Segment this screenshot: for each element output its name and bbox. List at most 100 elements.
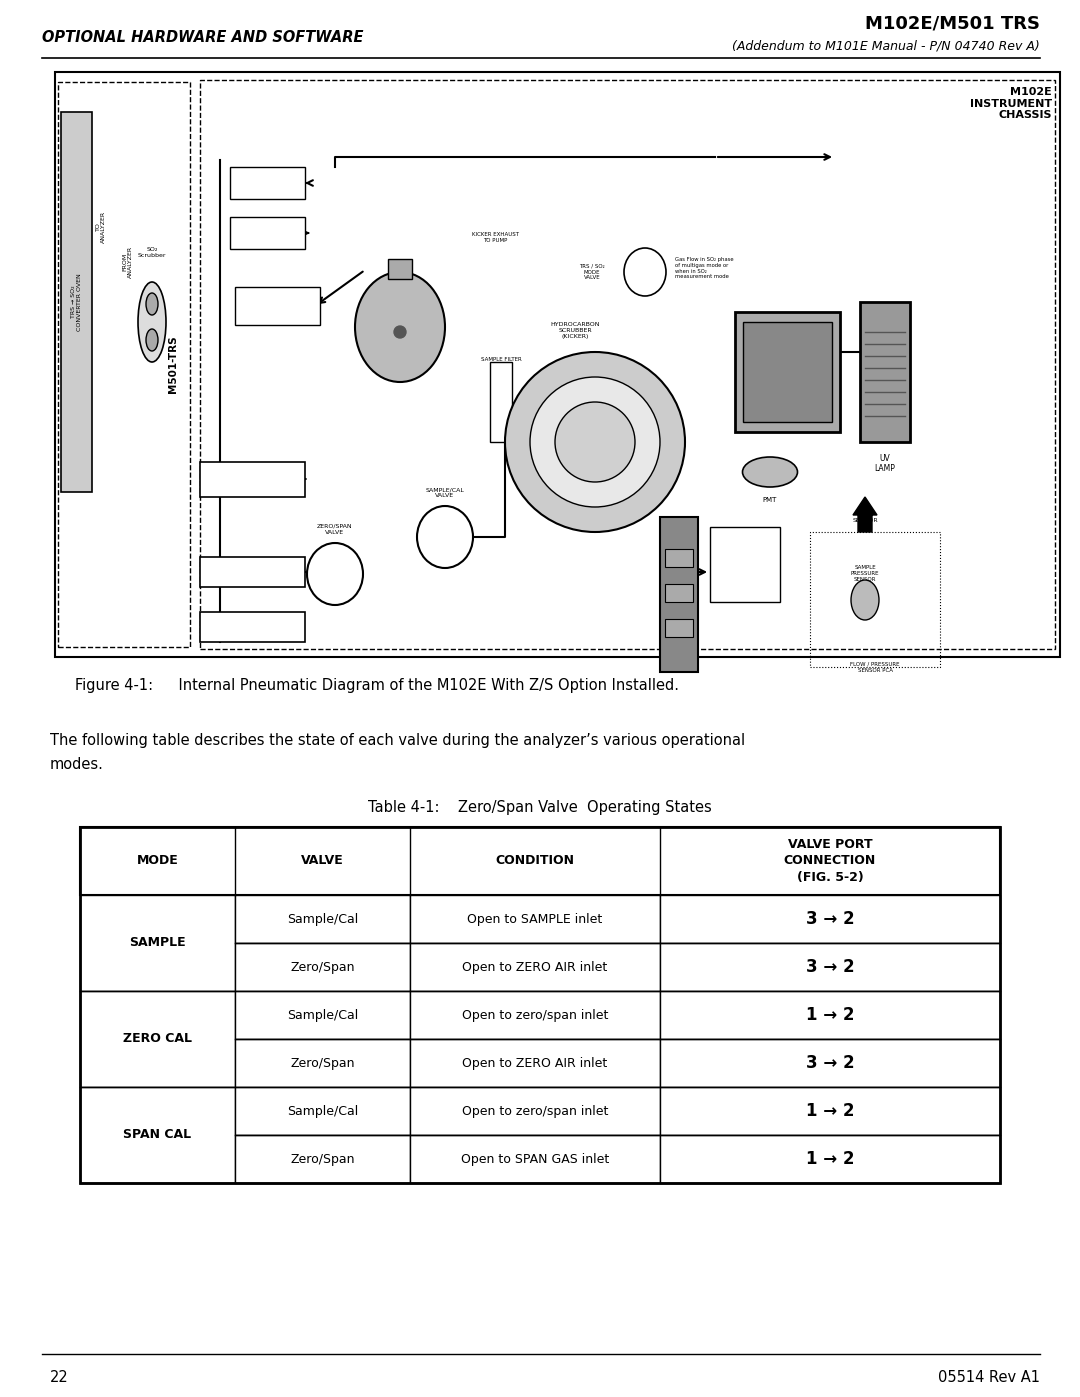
Text: modes.: modes. — [50, 757, 104, 773]
Bar — [660, 1134, 1000, 1183]
Bar — [235, 1134, 410, 1183]
Text: 05514 Rev A1: 05514 Rev A1 — [939, 1370, 1040, 1384]
Text: Open to SPAN GAS inlet: Open to SPAN GAS inlet — [461, 1153, 609, 1165]
Bar — [58, 82, 190, 647]
Text: Zero/Span: Zero/Span — [291, 961, 354, 974]
Text: ZERO/SPAN
VALVE: ZERO/SPAN VALVE — [318, 524, 353, 535]
Text: Zero/Span: Zero/Span — [291, 1153, 354, 1165]
Bar — [735, 312, 840, 432]
Bar — [230, 168, 305, 198]
Bar — [230, 217, 305, 249]
Bar — [60, 112, 92, 492]
Ellipse shape — [624, 249, 666, 296]
Bar — [235, 895, 410, 943]
Text: EXHAUST GAS
OUTLET: EXHAUST GAS OUTLET — [255, 300, 299, 312]
Text: M501-TRS: M501-TRS — [168, 335, 178, 394]
Bar — [490, 362, 512, 441]
Text: VACUUM MANIFOLD: VACUUM MANIFOLD — [676, 567, 681, 622]
Bar — [810, 532, 940, 666]
Text: FLOW
SENSOR: FLOW SENSOR — [852, 511, 878, 522]
Bar — [235, 1039, 410, 1087]
Text: TRS → SO₂
CONVERTER OVEN: TRS → SO₂ CONVERTER OVEN — [71, 274, 82, 331]
Text: OPTIONAL HARDWARE AND SOFTWARE: OPTIONAL HARDWARE AND SOFTWARE — [42, 31, 364, 46]
Bar — [200, 557, 305, 587]
Text: 1 → 2: 1 → 2 — [806, 1150, 854, 1168]
Ellipse shape — [307, 543, 363, 605]
Text: FROM
CONVERTER: FROM CONVERTER — [248, 177, 286, 189]
Circle shape — [530, 377, 660, 507]
Text: HYDROCARBON
SCRUBBER
(KICKER): HYDROCARBON SCRUBBER (KICKER) — [550, 321, 599, 338]
Bar — [410, 1134, 660, 1183]
Ellipse shape — [851, 580, 879, 620]
Bar — [235, 943, 410, 990]
Text: Open to ZERO AIR inlet: Open to ZERO AIR inlet — [462, 961, 608, 974]
Bar — [80, 827, 1000, 1183]
Text: CONDITION: CONDITION — [496, 855, 575, 868]
Text: 3: 3 — [633, 263, 639, 271]
Bar — [660, 990, 1000, 1039]
Ellipse shape — [355, 272, 445, 381]
Bar — [660, 1087, 1000, 1134]
Text: PMT: PMT — [762, 497, 778, 503]
Text: 1 → 2: 1 → 2 — [806, 1102, 854, 1120]
Bar — [200, 462, 305, 497]
Bar — [665, 619, 693, 637]
Text: SAMPLE
PRESSURE
SENSOR: SAMPLE PRESSURE SENSOR — [851, 564, 879, 581]
Bar — [410, 943, 660, 990]
Text: 22: 22 — [50, 1370, 69, 1384]
Text: SPAN CAL: SPAN CAL — [123, 1129, 191, 1141]
Text: EXHAUST TO OUTER
LAYER OF KICKER: EXHAUST TO OUTER LAYER OF KICKER — [592, 507, 648, 518]
Text: 1: 1 — [637, 279, 643, 289]
Bar — [660, 943, 1000, 990]
Text: UV
LAMP: UV LAMP — [875, 454, 895, 474]
Text: 3 → 2: 3 → 2 — [806, 958, 854, 977]
Ellipse shape — [417, 506, 473, 569]
Bar — [710, 527, 780, 602]
Text: SAMPLE FILTER: SAMPLE FILTER — [481, 358, 522, 362]
Bar — [55, 73, 1059, 657]
Bar — [660, 895, 1000, 943]
Ellipse shape — [743, 457, 797, 488]
Text: Open to ZERO AIR inlet: Open to ZERO AIR inlet — [462, 1056, 608, 1070]
Circle shape — [394, 326, 406, 338]
Bar — [410, 990, 660, 1039]
Text: Open to SAMPLE inlet: Open to SAMPLE inlet — [468, 912, 603, 925]
Bar — [235, 990, 410, 1039]
Bar — [388, 258, 411, 279]
Bar — [860, 302, 910, 441]
Bar — [80, 895, 235, 990]
Text: MODE: MODE — [137, 855, 178, 868]
Text: 3: 3 — [430, 527, 436, 536]
Text: SO₂
Scrubber: SO₂ Scrubber — [138, 247, 166, 258]
Text: 3 → 2: 3 → 2 — [806, 1053, 854, 1071]
Ellipse shape — [146, 330, 158, 351]
Text: The following table describes the state of each valve during the analyzer’s vari: The following table describes the state … — [50, 733, 745, 747]
Text: Sample/Cal: Sample/Cal — [287, 912, 359, 925]
Text: Figure 4-1:: Figure 4-1: — [75, 678, 153, 693]
Text: SAMPLE: SAMPLE — [130, 936, 186, 950]
Text: SAMPLE
CHAMBER: SAMPLE CHAMBER — [769, 362, 807, 381]
Bar — [80, 990, 235, 1087]
Text: VALVE: VALVE — [301, 855, 343, 868]
Text: 1: 1 — [442, 548, 448, 557]
Bar — [200, 80, 1055, 650]
Bar — [235, 1087, 410, 1134]
Bar — [665, 549, 693, 567]
Text: SPAN GAS INLET: SPAN GAS INLET — [224, 624, 281, 630]
Text: 2: 2 — [651, 272, 657, 282]
Text: FLOW
CONTROL
ASSY: FLOW CONTROL ASSY — [730, 556, 760, 573]
Ellipse shape — [146, 293, 158, 314]
Text: 2: 2 — [343, 564, 350, 574]
Text: Internal Pneumatic Diagram of the M102E With Z/S Option Installed.: Internal Pneumatic Diagram of the M102E … — [160, 678, 679, 693]
Text: TRS / SO₂
MODE
VALVE: TRS / SO₂ MODE VALVE — [579, 264, 605, 281]
Text: PUMP: PUMP — [384, 307, 416, 317]
Text: FROM
ANALYZER: FROM ANALYZER — [123, 246, 134, 278]
Text: M102E
INSTRUMENT
CHASSIS: M102E INSTRUMENT CHASSIS — [970, 87, 1052, 120]
Text: (Addendum to M101E Manual - P/N 04740 Rev A): (Addendum to M101E Manual - P/N 04740 Re… — [732, 39, 1040, 53]
Bar — [80, 827, 1000, 895]
Text: Sample/Cal: Sample/Cal — [287, 1009, 359, 1021]
Text: Gas Flow in SO₂ phase
of multigas mode or
when in SO₂
measurement mode: Gas Flow in SO₂ phase of multigas mode o… — [675, 257, 733, 279]
Text: M102E/M501 TRS: M102E/M501 TRS — [865, 15, 1040, 34]
Text: SAMPLE GAS
INLET: SAMPLE GAS INLET — [230, 472, 274, 486]
Bar — [743, 321, 832, 422]
